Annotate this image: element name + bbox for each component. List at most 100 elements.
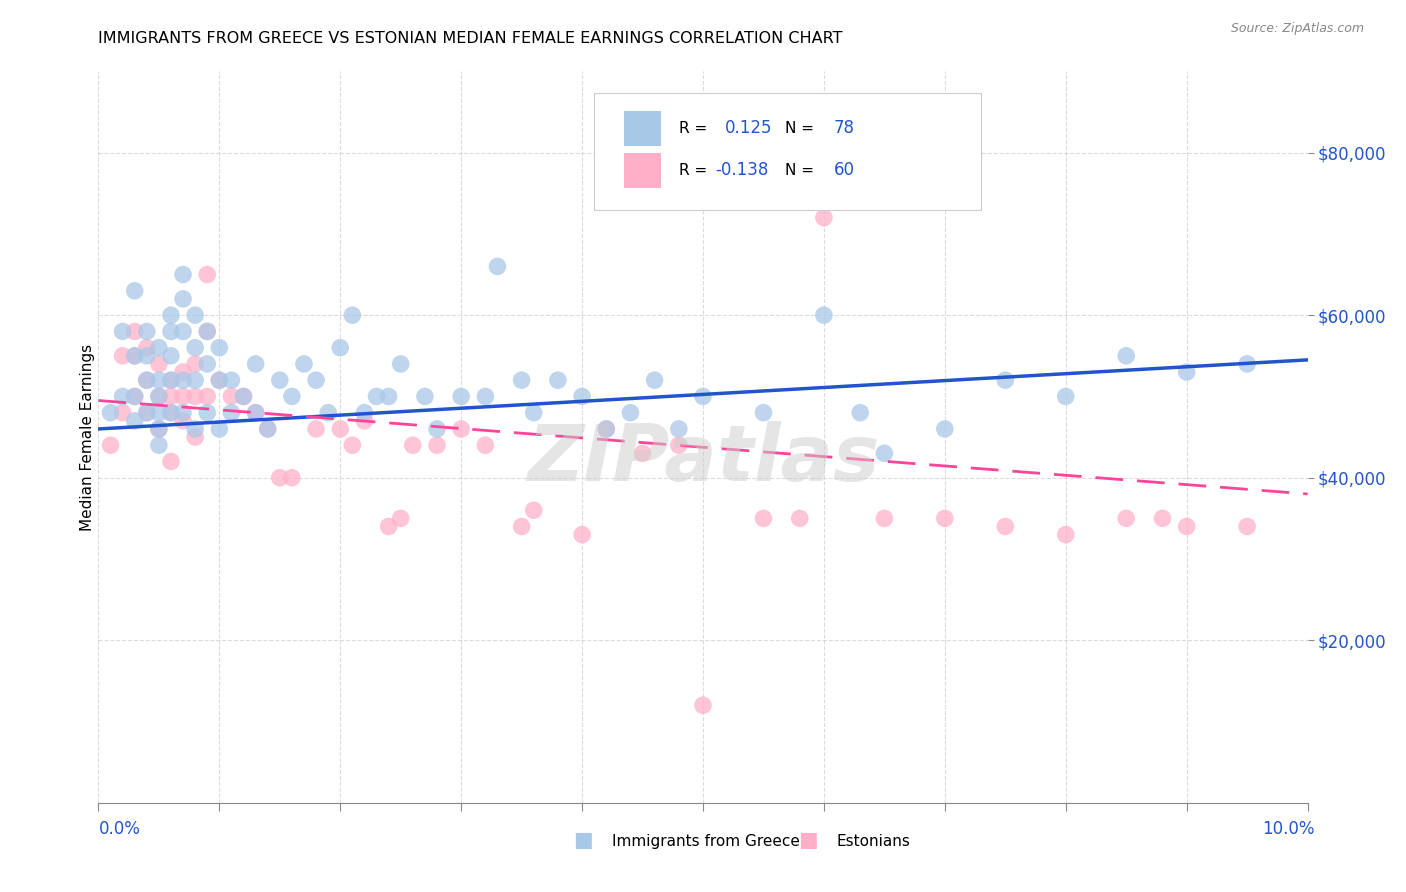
Point xyxy=(316,406,339,420)
Point xyxy=(124,349,146,363)
Point xyxy=(692,698,714,713)
Point xyxy=(510,373,533,387)
Point xyxy=(934,422,956,436)
Point xyxy=(1236,519,1258,533)
Text: ■: ■ xyxy=(574,830,593,849)
Point xyxy=(148,373,170,387)
Point xyxy=(305,422,328,436)
Point xyxy=(402,438,425,452)
Point xyxy=(184,341,207,355)
Point xyxy=(813,211,835,225)
Point xyxy=(124,349,146,363)
Point xyxy=(1115,511,1137,525)
Point xyxy=(160,406,183,420)
Point xyxy=(292,357,315,371)
Point xyxy=(124,325,146,339)
Point xyxy=(342,308,364,322)
Point xyxy=(135,341,157,355)
Point xyxy=(160,308,183,322)
Point xyxy=(377,389,399,403)
Point xyxy=(486,260,509,274)
Point xyxy=(195,357,218,371)
Point xyxy=(195,325,218,339)
Point xyxy=(208,373,231,387)
Point xyxy=(160,373,183,387)
Point xyxy=(148,357,170,371)
Point xyxy=(752,511,775,525)
Text: IMMIGRANTS FROM GREECE VS ESTONIAN MEDIAN FEMALE EARNINGS CORRELATION CHART: IMMIGRANTS FROM GREECE VS ESTONIAN MEDIA… xyxy=(98,31,844,46)
Point xyxy=(184,430,207,444)
Point xyxy=(523,406,546,420)
Point xyxy=(644,373,666,387)
Point xyxy=(619,406,641,420)
Point xyxy=(148,422,170,436)
Point xyxy=(1152,511,1174,525)
Point xyxy=(547,373,569,387)
Point xyxy=(111,406,134,420)
Text: 10.0%: 10.0% xyxy=(1263,820,1315,838)
Text: R =: R = xyxy=(679,162,711,178)
Point xyxy=(523,503,546,517)
Point xyxy=(934,511,956,525)
Point xyxy=(172,268,194,282)
FancyBboxPatch shape xyxy=(624,153,661,187)
Point xyxy=(195,389,218,403)
Text: 0.125: 0.125 xyxy=(724,120,772,137)
Point xyxy=(281,389,304,403)
Point xyxy=(184,357,207,371)
Y-axis label: Median Female Earnings: Median Female Earnings xyxy=(80,343,94,531)
Point xyxy=(184,308,207,322)
Point xyxy=(329,341,352,355)
Point xyxy=(595,422,617,436)
Point xyxy=(389,357,412,371)
Point xyxy=(111,349,134,363)
Point xyxy=(172,325,194,339)
Point xyxy=(208,373,231,387)
Point xyxy=(450,422,472,436)
Text: Estonians: Estonians xyxy=(837,834,911,848)
Point xyxy=(595,422,617,436)
Point xyxy=(100,438,122,452)
Text: 0.0%: 0.0% xyxy=(98,820,141,838)
Point xyxy=(148,406,170,420)
Point xyxy=(752,406,775,420)
Point xyxy=(426,422,449,436)
Point xyxy=(148,389,170,403)
Point xyxy=(160,373,183,387)
Text: ■: ■ xyxy=(799,830,818,849)
Point xyxy=(1175,519,1198,533)
Text: 78: 78 xyxy=(834,120,855,137)
Point xyxy=(474,389,496,403)
Point xyxy=(269,471,291,485)
Point xyxy=(366,389,388,403)
Point xyxy=(353,414,375,428)
Point xyxy=(668,438,690,452)
Point xyxy=(221,389,243,403)
Point xyxy=(160,325,183,339)
Point xyxy=(221,406,243,420)
Point xyxy=(160,454,183,468)
Text: N =: N = xyxy=(785,162,820,178)
Point xyxy=(172,373,194,387)
Point xyxy=(195,268,218,282)
Point xyxy=(135,373,157,387)
Point xyxy=(195,325,218,339)
Point xyxy=(450,389,472,403)
Text: N =: N = xyxy=(785,121,820,136)
Point xyxy=(184,373,207,387)
Point xyxy=(389,511,412,525)
Point xyxy=(245,357,267,371)
Point xyxy=(184,422,207,436)
Point xyxy=(873,511,896,525)
Point xyxy=(160,406,183,420)
Point xyxy=(148,341,170,355)
Point xyxy=(281,471,304,485)
Point xyxy=(571,389,593,403)
Text: 60: 60 xyxy=(834,161,855,179)
Point xyxy=(1054,389,1077,403)
Point xyxy=(208,422,231,436)
Point xyxy=(160,349,183,363)
Point xyxy=(1115,349,1137,363)
Point xyxy=(135,406,157,420)
Point xyxy=(195,406,218,420)
